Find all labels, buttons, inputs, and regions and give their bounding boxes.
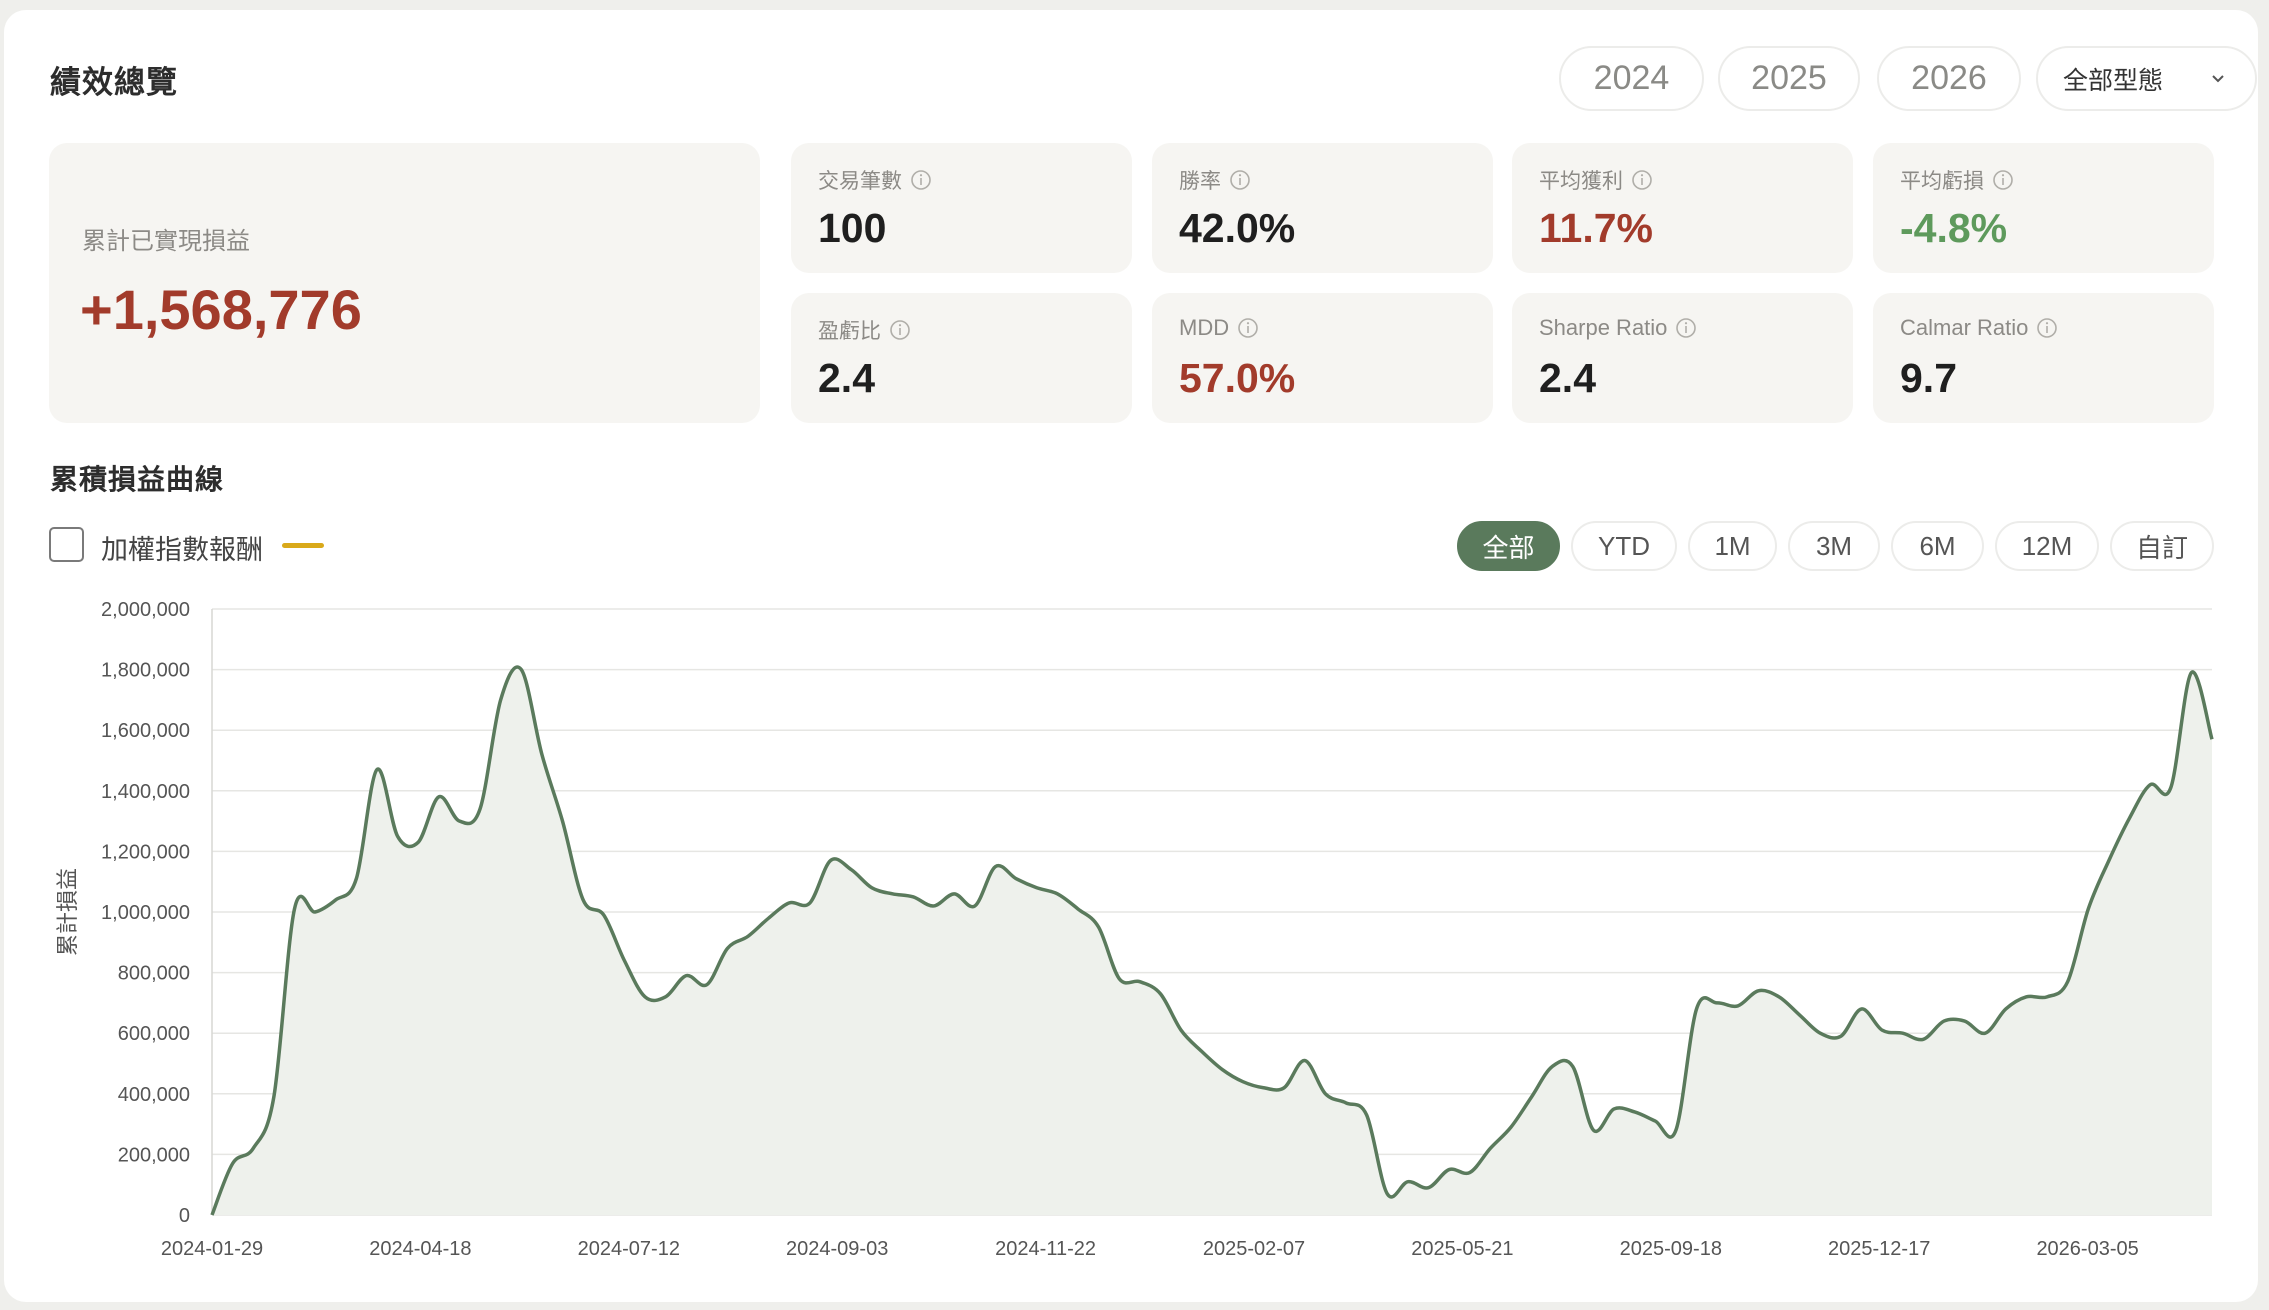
kpi-label: 勝率 [1179,165,1251,195]
kpi-label: 平均獲利 [1539,165,1653,195]
range-12m-button[interactable]: 12M [1995,521,2099,571]
kpi-card-sharpe: Sharpe Ratio 2.4 [1512,293,1853,423]
kpi-value: 2.4 [1539,355,1596,401]
kpi-card-trades: 交易筆數 100 [791,143,1132,273]
benchmark-checkbox[interactable] [49,527,84,562]
kpi-value: 42.0% [1179,205,1296,251]
kpi-card-winrate: 勝率 42.0% [1152,143,1493,273]
kpi-label: Sharpe Ratio [1539,315,1697,341]
range-ytd-button[interactable]: YTD [1571,521,1677,571]
kpi-value: 11.7% [1539,205,1653,251]
kpi-label: MDD [1179,315,1259,341]
kpi-card-calmar: Calmar Ratio 9.7 [1873,293,2214,423]
kpi-card-avg-loss: 平均虧損 -4.8% [1873,143,2214,273]
range-custom-button[interactable]: 自訂 [2110,521,2214,571]
chevron-down-icon [2212,75,2224,83]
benchmark-label[interactable]: 加權指數報酬 [101,535,263,566]
type-select-value: 全部型態 [2063,65,2164,95]
type-select[interactable]: 全部型態 [2036,46,2257,111]
realized-pnl-label: 累計已實現損益 [82,227,250,255]
realized-pnl-card: 累計已實現損益 +1,568,776 [49,143,760,423]
range-3m-button[interactable]: 3M [1788,521,1880,571]
info-icon[interactable] [1229,169,1251,191]
kpi-card-avg-profit: 平均獲利 11.7% [1512,143,1853,273]
kpi-value: 57.0% [1179,355,1296,401]
kpi-card-mdd: MDD 57.0% [1152,293,1493,423]
info-icon[interactable] [910,169,932,191]
benchmark-legend-swatch [282,543,324,548]
info-icon[interactable] [1992,169,2014,191]
kpi-label: 平均虧損 [1900,165,2014,195]
range-all-button[interactable]: 全部 [1457,521,1560,571]
kpi-value: -4.8% [1900,205,2008,251]
year-2024-button[interactable]: 2024 [1559,46,1704,111]
info-icon[interactable] [1675,317,1697,339]
info-icon[interactable] [2036,317,2058,339]
kpi-value: 9.7 [1900,355,1957,401]
info-icon[interactable] [889,319,911,341]
range-6m-button[interactable]: 6M [1891,521,1984,571]
kpi-value: 100 [818,205,887,251]
range-1m-button[interactable]: 1M [1688,521,1777,571]
kpi-value: 2.4 [818,355,875,401]
year-2026-button[interactable]: 2026 [1877,46,2021,111]
kpi-card-pl-ratio: 盈虧比 2.4 [791,293,1132,423]
info-icon[interactable] [1237,317,1259,339]
realized-pnl-value: +1,568,776 [80,278,362,341]
page-title: 績效總覽 [50,65,178,101]
kpi-label: Calmar Ratio [1900,315,2058,341]
info-icon[interactable] [1631,169,1653,191]
kpi-label: 盈虧比 [818,315,911,345]
year-2025-button[interactable]: 2025 [1718,46,1860,111]
curve-title: 累積損益曲線 [50,463,225,496]
kpi-label: 交易筆數 [818,165,932,195]
